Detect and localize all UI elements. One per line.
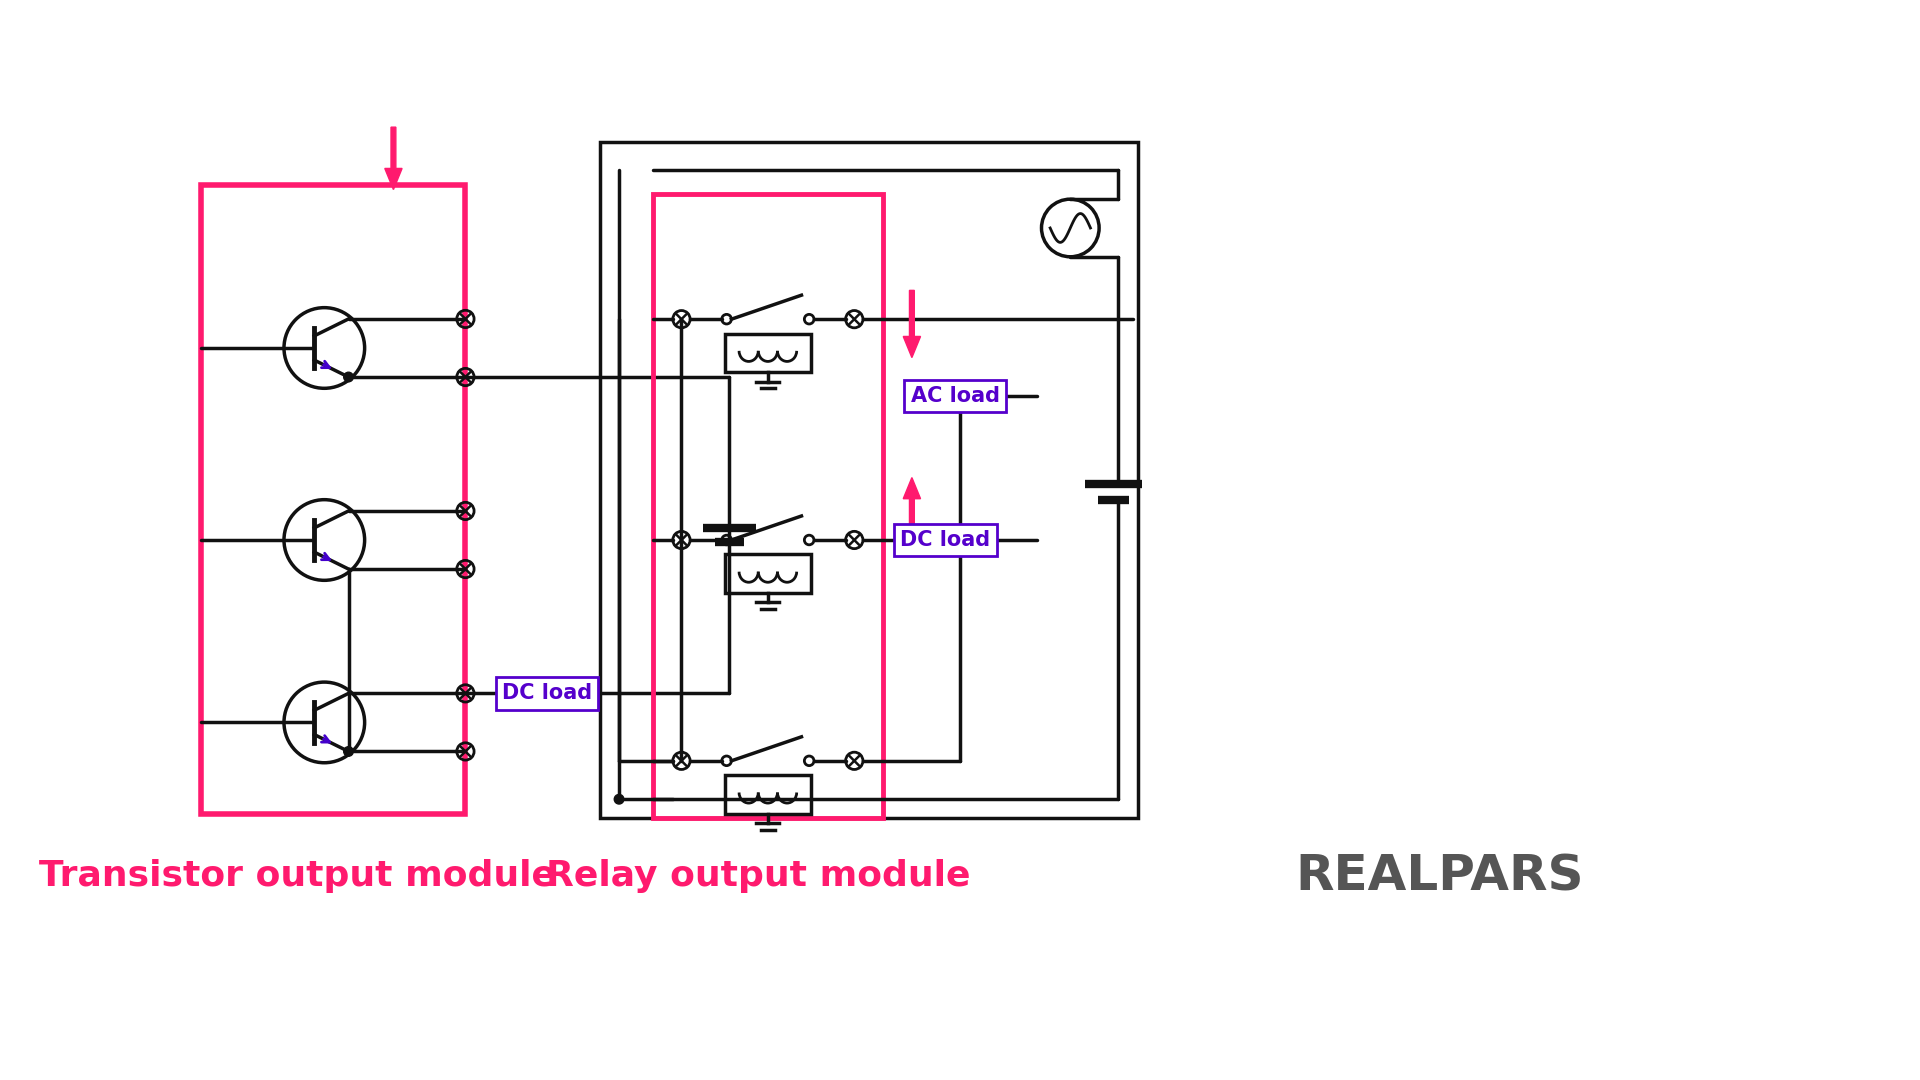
Bar <box>724 334 810 372</box>
Bar <box>724 554 810 593</box>
Circle shape <box>344 746 353 756</box>
FancyArrow shape <box>902 477 920 554</box>
Bar <box>653 194 883 819</box>
Circle shape <box>344 373 353 382</box>
Text: DC load: DC load <box>900 530 991 550</box>
FancyArrow shape <box>384 127 401 190</box>
FancyArrow shape <box>902 291 920 357</box>
Text: Transistor output module: Transistor output module <box>38 859 557 893</box>
Text: AC load: AC load <box>910 386 1000 406</box>
Text: Relay output module: Relay output module <box>545 859 970 893</box>
Text: DC load: DC load <box>501 684 591 703</box>
Bar <box>599 141 1137 819</box>
Text: REALPARS: REALPARS <box>1296 852 1584 900</box>
Bar <box>202 185 465 813</box>
Circle shape <box>614 795 624 804</box>
Bar <box>724 775 810 813</box>
